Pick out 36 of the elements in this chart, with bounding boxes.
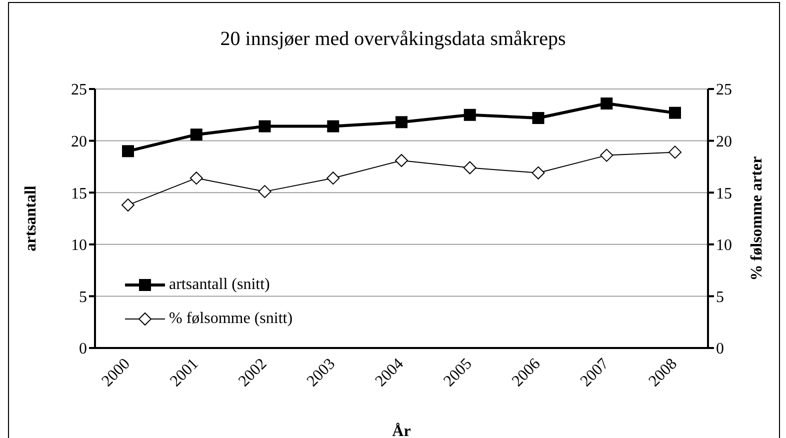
point [122,145,134,158]
y-tick-label: 5 [79,288,87,306]
point [122,198,134,212]
point [600,148,614,162]
point [532,166,545,180]
point [258,185,272,198]
point [190,172,203,185]
y2-tick-label: 20 [716,133,732,150]
point [190,128,202,141]
y2-tick-label: 15 [716,185,732,202]
point [258,120,271,132]
point [669,106,681,119]
x-axis-title: År [392,422,411,438]
y-tick-label: 15 [71,185,87,202]
point [464,108,476,121]
y-axis-title: artsantall [22,185,40,252]
y2-tick-label: 5 [716,288,724,306]
point [327,120,340,132]
point [600,98,613,110]
y2-tick-label: 10 [716,237,732,254]
y2-tick-label: 25 [716,82,732,99]
point [395,154,408,167]
chart-title: 20 innsjøer med overvåkingsdata småkreps [219,28,567,51]
y2-axis-title: % følsomme arter [748,156,766,281]
y2-tick-label: 0 [716,340,724,358]
point [668,146,682,159]
y-tick-label: 10 [71,237,87,254]
point [532,112,544,124]
legend-label: artsantall (snitt) [169,276,270,294]
y-tick-label: 20 [71,133,87,150]
point [326,172,340,185]
point [463,161,476,174]
point [396,116,408,128]
y-tick-label: 0 [79,340,87,358]
legend-label: % følsomme (snitt) [169,310,293,328]
y-tick-label: 25 [71,82,87,99]
